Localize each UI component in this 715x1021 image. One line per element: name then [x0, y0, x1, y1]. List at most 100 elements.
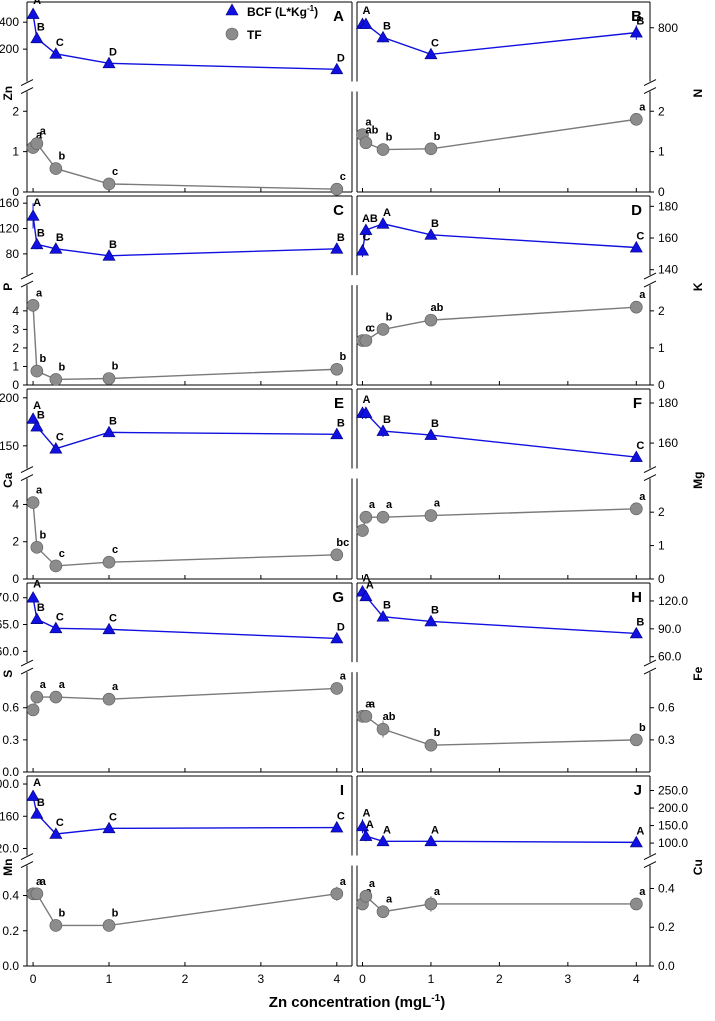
y-lower-tick-label: 1 [12, 145, 19, 159]
bcf-point [30, 807, 44, 819]
bcf-point [30, 420, 44, 432]
tf-series-line [361, 895, 637, 913]
y-axis-label-cu: Cu [691, 859, 705, 875]
bcf-significance-label: A [383, 824, 391, 836]
bcf-point [102, 56, 116, 69]
y-axis-label-fe: Fe [691, 666, 705, 680]
y-lower-tick-label: 1 [658, 341, 665, 355]
y-upper-tick-label: 140 [658, 263, 678, 277]
bcf-point [330, 62, 344, 75]
y-axis-label-zn: Zn [1, 86, 15, 101]
legend-tf-label: TF [247, 28, 262, 42]
tf-significance-label: a [369, 698, 376, 710]
bcf-significance-label: A [383, 207, 391, 219]
y-lower-tick-label: 0 [658, 378, 665, 392]
bcf-series-line [32, 418, 337, 450]
y-lower-tick-label: 2 [12, 341, 19, 355]
y-upper-tick-label: 120.0 [658, 594, 688, 608]
bcf-significance-label: D [337, 52, 345, 64]
tf-significance-label: a [434, 498, 441, 510]
tf-significance-label: b [639, 722, 646, 734]
y-upper-tick-label: 200 [0, 42, 19, 56]
bcf-significance-label: B [383, 600, 391, 612]
bcf-significance-label: B [109, 415, 117, 427]
y-upper-tick-label: 150 [0, 439, 19, 453]
bcf-significance-label: C [109, 811, 117, 823]
axis-break-mark-1 [643, 659, 657, 667]
y-axis-label-ca: Ca [1, 472, 15, 488]
axis-break-mark-2 [643, 861, 657, 868]
tf-significance-label: a [59, 679, 66, 691]
tf-significance-label: a [36, 287, 43, 299]
y-upper-tick-label: 70.0 [0, 591, 19, 605]
tf-significance-label: b [58, 361, 65, 373]
y-lower-tick-label: 0.0 [658, 959, 675, 973]
tf-significance-label: a [40, 876, 47, 888]
tf-series-line [361, 118, 637, 151]
y-upper-tick-label: 60.0 [0, 644, 19, 658]
bcf-significance-label: B [56, 232, 64, 244]
bcf-point [49, 827, 63, 839]
bcf-point [30, 237, 44, 250]
y-lower-tick-label: 2 [658, 505, 665, 519]
y-lower-tick-label: 1 [12, 359, 19, 373]
bcf-significance-label: C [56, 37, 64, 49]
bcf-point [424, 614, 438, 627]
y-upper-tick-label: 200.0 [0, 777, 19, 791]
panel-letter: H [631, 589, 642, 606]
bcf-significance-label: B [337, 232, 345, 244]
bcf-significance-label: B [37, 410, 45, 422]
bcf-point [629, 626, 643, 639]
legend: BCF (L*Kg-1) TF [225, 3, 318, 42]
tf-point [49, 919, 63, 932]
axis-break-mark-2 [643, 474, 657, 481]
bcf-significance-label: A [33, 0, 41, 7]
bcf-point [359, 406, 373, 418]
bcf-point [330, 820, 344, 833]
y-lower-tick-label: 0 [658, 185, 665, 199]
tf-point [102, 555, 116, 569]
tf-significance-label: a [36, 876, 43, 888]
axis-break-mark-1 [643, 79, 657, 86]
axis-break-mark-1 [20, 466, 34, 473]
tf-significance-label: a [639, 886, 646, 898]
tf-significance-label: a [639, 101, 646, 113]
tf-significance-label: c [369, 323, 375, 335]
tf-series-line [33, 893, 337, 927]
bcf-significance-label: A [636, 825, 644, 837]
axis-break-mark-2 [643, 87, 657, 94]
tf-point [49, 559, 63, 573]
tf-significance-label: b [434, 131, 441, 143]
bcf-point [30, 31, 44, 44]
x-tick-label: 4 [633, 972, 640, 986]
tf-point [376, 905, 390, 919]
panel-letter: A [333, 8, 344, 25]
tf-point [49, 162, 63, 175]
y-axis-label-mn: Mn [1, 859, 15, 876]
tf-point [30, 690, 44, 704]
y-upper-tick-label: 160 [658, 231, 678, 245]
bcf-point [330, 242, 344, 254]
tf-series-line [362, 715, 637, 746]
tf-significance-label: a [40, 126, 47, 138]
bcf-significance-label: B [431, 218, 439, 230]
bcf-significance-label: A [363, 394, 371, 406]
panel-letter: J [634, 782, 642, 799]
tf-point [376, 722, 390, 736]
panel-letter: B [631, 8, 642, 25]
y-upper-tick-label: 150.0 [658, 819, 688, 833]
tf-series-line [32, 502, 337, 567]
x-tick-label: 3 [565, 972, 572, 986]
bcf-significance-label: B [37, 797, 45, 809]
y-lower-tick-label: 0.6 [658, 701, 675, 715]
y-lower-tick-label: 2 [12, 104, 19, 118]
bcf-point [26, 209, 40, 221]
y-upper-tick-label: 800 [658, 21, 678, 35]
tf-significance-label: c [112, 166, 118, 178]
tf-point [30, 541, 44, 554]
y-lower-tick-label: 0.0 [2, 959, 19, 973]
